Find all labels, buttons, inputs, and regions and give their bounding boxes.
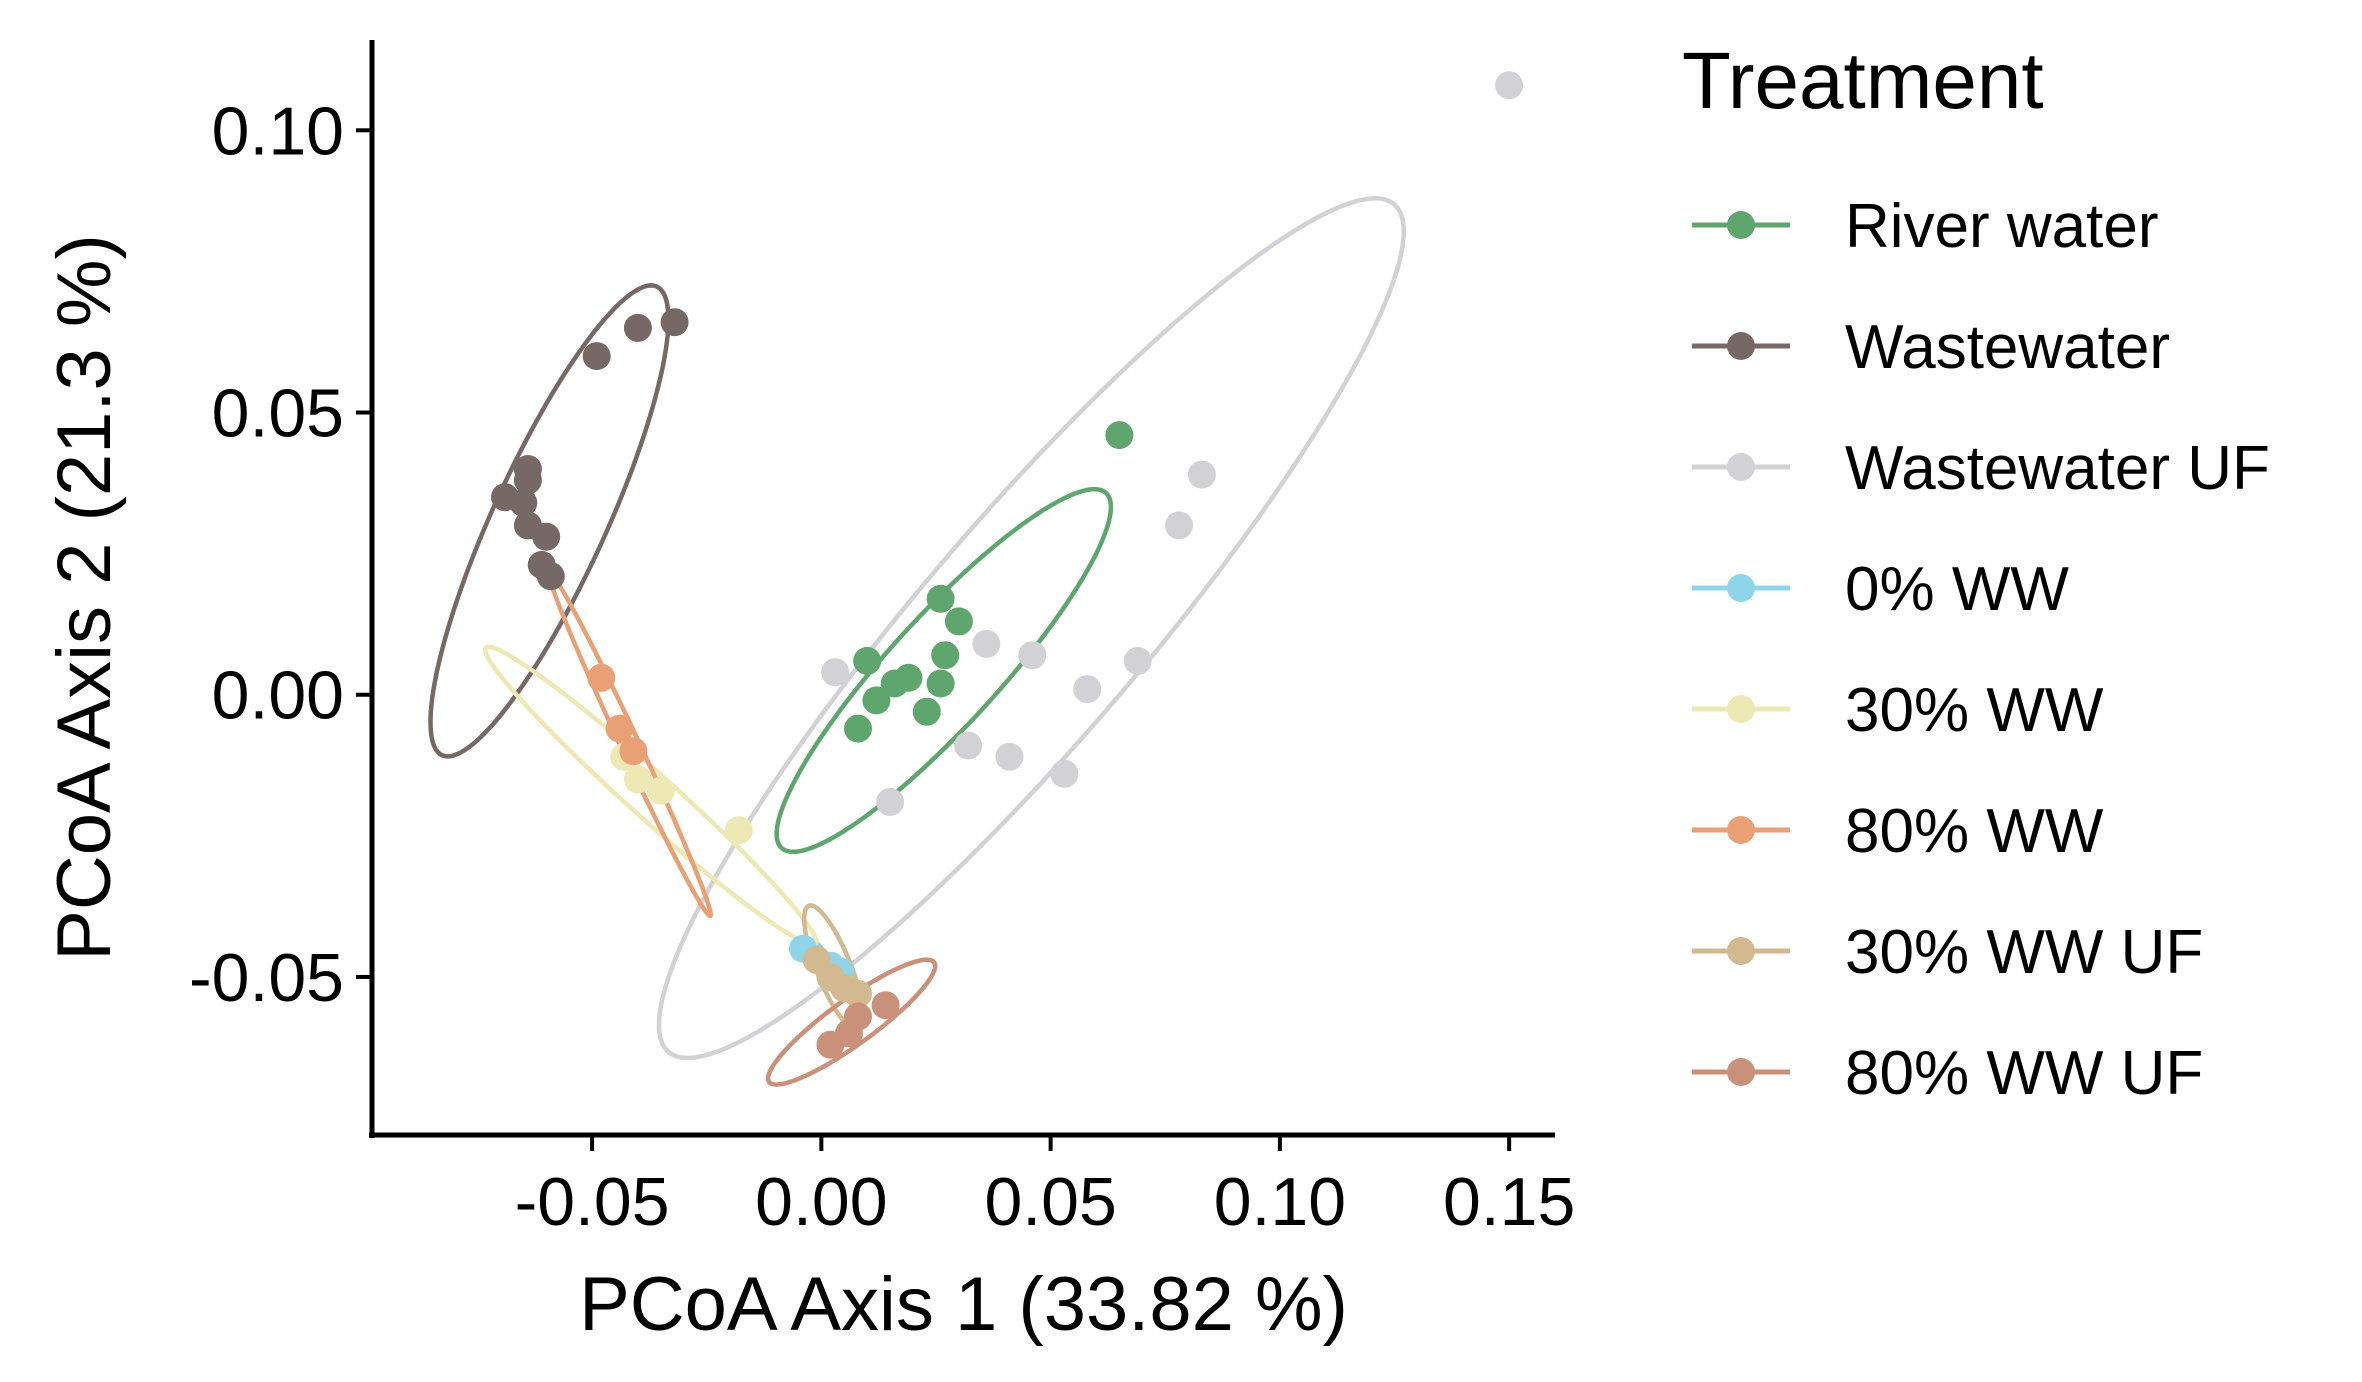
- x-tick-label-3: 0.10: [1214, 1164, 1346, 1240]
- point-0-3: [931, 641, 960, 670]
- x-axis-title: PCoA Axis 1 (33.82 %): [579, 1262, 1348, 1347]
- legend-label-2: Wastewater UF: [1845, 434, 2270, 503]
- point-1-6: [509, 488, 538, 517]
- point-2-4: [1018, 641, 1047, 670]
- legend-marker-2: [1727, 453, 1755, 481]
- legend-label-0: River water: [1845, 192, 2159, 261]
- ellipse-2: [656, 196, 1406, 1061]
- point-0-9: [912, 697, 941, 726]
- point-1-0: [660, 308, 689, 337]
- point-5-2: [619, 737, 648, 766]
- legend-label-5: 80% WW: [1845, 797, 2104, 866]
- point-2-5: [1123, 646, 1152, 675]
- y-tick-label-0: -0.05: [189, 940, 344, 1016]
- point-2-3: [972, 629, 1001, 658]
- legend-label-4: 30% WW: [1845, 676, 2104, 745]
- x-tick-label-4: 0.15: [1443, 1164, 1575, 1240]
- point-1-4: [513, 466, 542, 495]
- x-tick-label-2: 0.05: [984, 1164, 1116, 1240]
- legend-label-6: 30% WW UF: [1845, 918, 2203, 987]
- legend: Treatment River water Wastewater Wastewate…: [1682, 36, 2270, 1108]
- axes-layer: -0.05 0.00 0.05 0.10 0.15 -0.05 0.00 0.05 0.10: [189, 40, 1575, 1240]
- ellipse-4: [483, 644, 819, 947]
- legend-title: Treatment: [1682, 36, 2044, 125]
- point-1-10: [536, 562, 565, 591]
- point-2-6: [821, 658, 850, 687]
- point-2-2: [1165, 511, 1193, 540]
- point-0-1: [926, 584, 955, 613]
- point-2-1: [1187, 460, 1216, 489]
- ellipse-0: [774, 486, 1114, 855]
- point-2-11: [876, 788, 905, 816]
- point-0-2: [944, 607, 973, 636]
- point-2-9: [995, 742, 1024, 771]
- point-4-1: [623, 765, 652, 794]
- point-2-8: [954, 731, 983, 760]
- legend-marker-1: [1727, 332, 1755, 360]
- point-7-0: [871, 991, 900, 1020]
- legend-marker-5: [1727, 816, 1755, 844]
- legend-label-3: 0% WW: [1845, 555, 2069, 624]
- point-layer: [491, 71, 1524, 1059]
- x-tick-label-0: -0.05: [515, 1164, 670, 1240]
- legend-marker-7: [1727, 1058, 1755, 1086]
- x-tick-label-1: 0.00: [755, 1164, 887, 1240]
- point-0-7: [926, 669, 955, 698]
- y-axis-title: PCoA Axis 2 (21.3 %): [42, 234, 127, 961]
- point-0-4: [853, 646, 882, 675]
- point-2-10: [1050, 759, 1079, 788]
- point-2-7: [1073, 675, 1102, 704]
- point-6-3: [844, 979, 872, 1008]
- y-tick-label-1: 0.00: [212, 658, 344, 734]
- y-tick-label-2: 0.05: [212, 376, 344, 452]
- legend-marker-3: [1727, 574, 1755, 602]
- point-4-3: [724, 816, 753, 845]
- ellipse-1: [428, 283, 671, 759]
- legend-label-7: 80% WW UF: [1845, 1039, 2203, 1108]
- legend-label-1: Wastewater: [1845, 313, 2170, 382]
- y-tick-label-3: 0.10: [212, 93, 344, 169]
- point-5-1: [605, 714, 634, 743]
- point-7-3: [816, 1030, 845, 1059]
- ellipse-layer: [428, 196, 1406, 1087]
- legend-marker-0: [1727, 211, 1755, 239]
- point-5-0: [587, 663, 616, 692]
- point-0-6: [880, 669, 909, 698]
- legend-marker-4: [1727, 695, 1755, 723]
- point-1-1: [623, 313, 652, 342]
- point-4-2: [646, 776, 675, 805]
- point-0-8: [862, 686, 891, 715]
- point-0-0: [1105, 421, 1134, 450]
- point-2-0: [1495, 71, 1524, 100]
- point-0-10: [844, 714, 872, 743]
- point-1-8: [532, 522, 561, 551]
- point-1-2: [582, 342, 611, 371]
- legend-marker-6: [1727, 937, 1755, 965]
- ellipse-7: [765, 957, 938, 1087]
